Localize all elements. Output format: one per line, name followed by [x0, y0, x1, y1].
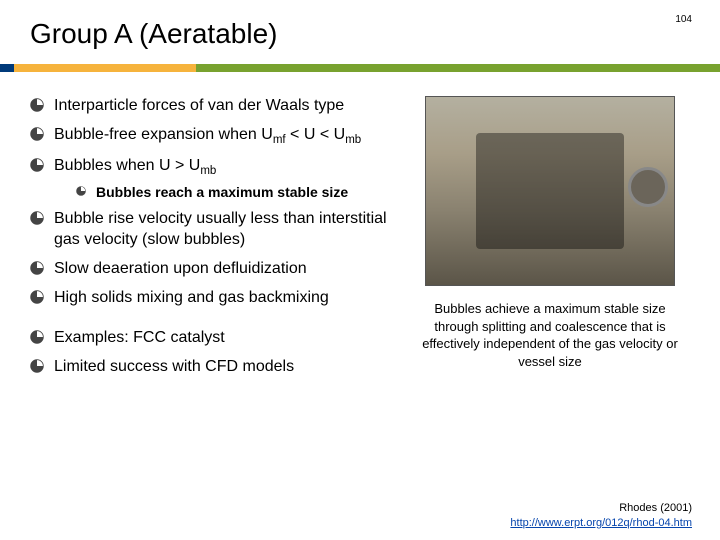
citation: Rhodes (2001) http://www.erpt.org/012q/r…	[510, 501, 692, 530]
bullet-item: Bubble rise velocity usually less than i…	[30, 209, 398, 251]
bullet-icon	[30, 261, 44, 275]
bullet-text: Bubble-free expansion when Umf < U < Umb	[54, 126, 361, 143]
bullet-text: Bubbles when U > Umb	[54, 157, 216, 174]
bullet-text: Interparticle forces of van der Waals ty…	[54, 97, 344, 114]
sub-bullet-text: Bubbles reach a maximum stable size	[96, 184, 348, 200]
bullet-text: Examples: FCC catalyst	[54, 329, 225, 346]
citation-text: Rhodes (2001)	[619, 502, 692, 514]
page-number: 104	[675, 14, 692, 25]
bullet-item: High solids mixing and gas backmixing	[30, 288, 398, 309]
bullet-icon	[76, 186, 86, 196]
bullet-item: Bubble-free expansion when Umf < U < Umb	[30, 125, 398, 148]
accent-bar	[0, 64, 720, 72]
bullet-icon	[30, 330, 44, 344]
bullet-icon	[30, 127, 44, 141]
bullet-item: Limited success with CFD models	[30, 357, 398, 378]
bullet-text: Slow deaeration upon defluidization	[54, 260, 307, 277]
bullet-item: Bubbles when U > Umb Bubbles reach a maxi…	[30, 156, 398, 201]
bullet-text: Limited success with CFD models	[54, 358, 294, 375]
bullet-icon	[30, 359, 44, 373]
bullet-item: Examples: FCC catalyst	[30, 328, 398, 349]
page-title: Group A (Aeratable)	[30, 18, 690, 50]
figure-caption: Bubbles achieve a maximum stable size th…	[410, 300, 690, 370]
figure-image	[425, 96, 675, 286]
bullet-icon	[30, 158, 44, 172]
bullet-item: Slow deaeration upon defluidization	[30, 259, 398, 280]
bullet-text: High solids mixing and gas backmixing	[54, 289, 329, 306]
bullet-text: Bubble rise velocity usually less than i…	[54, 210, 387, 248]
citation-link[interactable]: http://www.erpt.org/012q/rhod-04.htm	[510, 517, 692, 529]
bullet-icon	[30, 290, 44, 304]
bullet-icon	[30, 211, 44, 225]
bullet-list: Interparticle forces of van der Waals ty…	[30, 96, 398, 378]
bullet-item: Interparticle forces of van der Waals ty…	[30, 96, 398, 117]
bullet-icon	[30, 98, 44, 112]
sub-bullet-item: Bubbles reach a maximum stable size	[54, 183, 398, 201]
